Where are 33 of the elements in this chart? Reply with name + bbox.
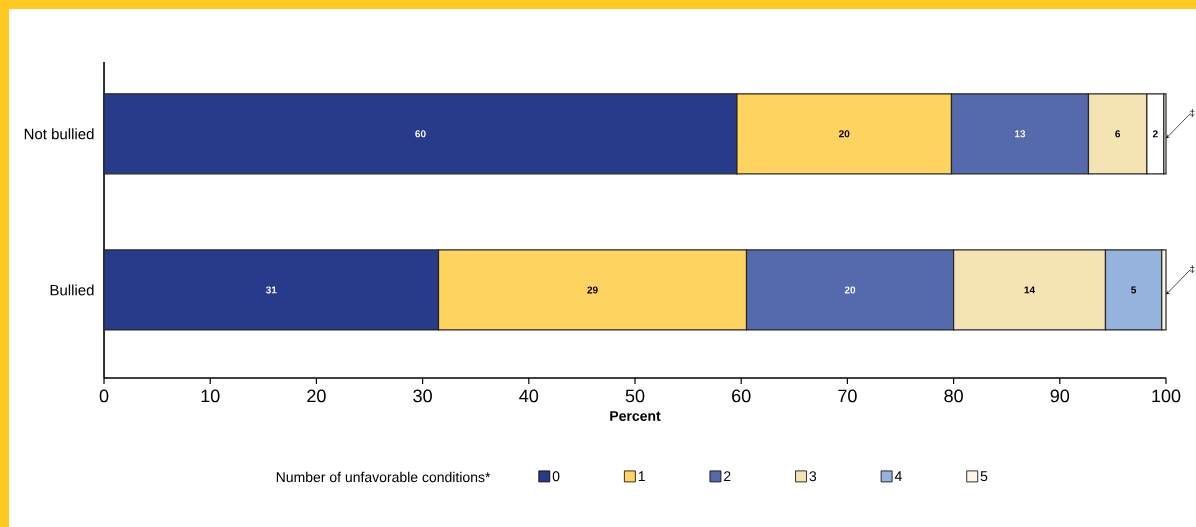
data-label: 20 — [839, 130, 850, 138]
legend-label: 0 — [552, 471, 560, 482]
data-label: 14 — [1024, 286, 1036, 294]
data-label: 13 — [1015, 130, 1026, 138]
data-label: 31 — [265, 286, 277, 294]
legend-label: 3 — [809, 471, 817, 482]
legend-label: 1 — [638, 471, 645, 481]
x-tick-label: 40 — [519, 389, 539, 403]
legend-label: 4 — [894, 471, 902, 481]
y-tick-label: Bullied — [50, 284, 94, 296]
data-label: 60 — [415, 130, 426, 138]
x-tick-label: 70 — [838, 389, 857, 403]
x-tick-label: 90 — [1050, 389, 1070, 403]
x-tick-label: 10 — [201, 389, 220, 403]
legend-label: 5 — [980, 471, 988, 482]
x-tick-label: 80 — [944, 389, 963, 403]
x-tick-label: 60 — [732, 389, 751, 403]
data-label: ‡ — [1190, 109, 1195, 117]
x-tick-label: 0 — [99, 389, 109, 403]
data-label: 20 — [844, 286, 856, 294]
x-tick-label: 100 — [1152, 389, 1181, 403]
y-tick-label: Not bullied — [24, 128, 94, 140]
x-tick-label: 50 — [625, 389, 645, 403]
legend-label: 2 — [724, 471, 731, 482]
data-label: 5 — [1131, 286, 1137, 294]
data-label: ‡ — [1190, 265, 1195, 274]
x-tick-label: 20 — [307, 389, 326, 403]
data-label: 2 — [1152, 130, 1158, 138]
data-label: 29 — [587, 286, 598, 294]
x-axis-title: Percent — [610, 411, 661, 421]
x-tick-label: 30 — [413, 389, 432, 403]
legend-title: Number of unfavorable conditions* — [276, 471, 491, 483]
data-label: 6 — [1115, 130, 1121, 138]
